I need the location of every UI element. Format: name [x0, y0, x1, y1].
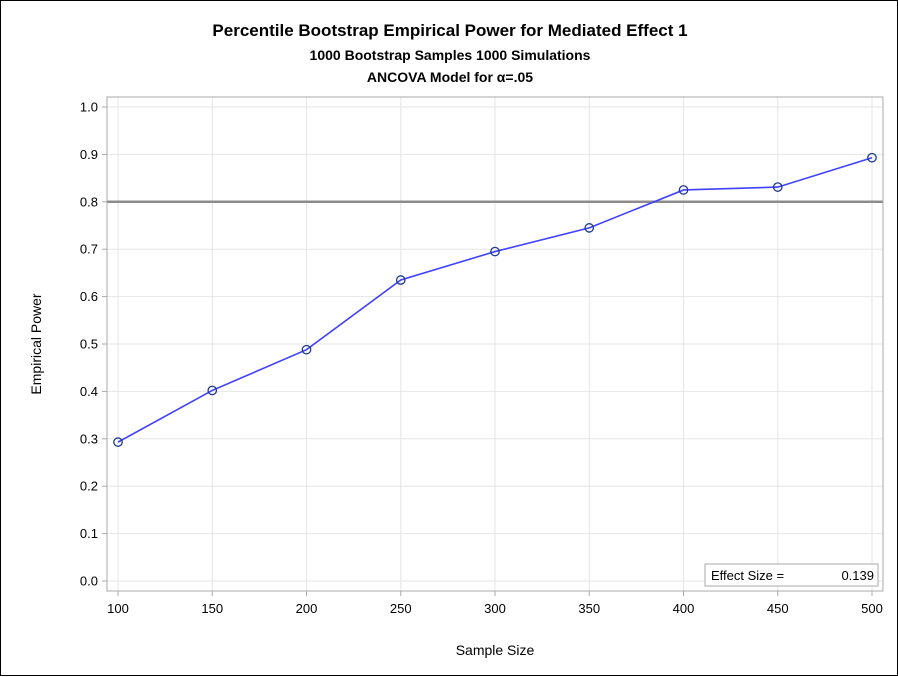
y-tick-label: 0.7	[80, 242, 98, 257]
y-tick-label: 1.0	[80, 100, 98, 115]
data-point	[301, 344, 312, 355]
y-tick-label: 0.5	[80, 337, 98, 352]
inset-value: 0.139	[841, 568, 874, 583]
y-tick-label: 0.1	[80, 526, 98, 541]
x-tick-label: 300	[484, 601, 506, 616]
x-axis-label: Sample Size	[456, 642, 535, 658]
y-tick-label: 0.6	[80, 289, 98, 304]
series-line	[117, 156, 873, 443]
data-point	[867, 152, 877, 163]
data-point	[678, 185, 689, 195]
chart-subtitle-1: 1000 Bootstrap Samples 1000 Simulations	[309, 47, 591, 63]
x-tick-label: 200	[296, 601, 318, 616]
y-tick-label: 0.8	[80, 194, 98, 209]
data-point	[113, 437, 123, 447]
chart-title: Percentile Bootstrap Empirical Power for…	[212, 21, 688, 40]
x-tick-label: 350	[578, 601, 600, 616]
y-axis-label: Empirical Power	[28, 293, 44, 394]
x-tick-label: 500	[861, 601, 883, 616]
y-tick-label: 0.2	[80, 479, 98, 494]
data-point	[395, 275, 406, 285]
data-point	[207, 385, 218, 396]
x-tick-label: 450	[767, 601, 789, 616]
data-point	[490, 246, 500, 257]
y-tick-label: 0.3	[80, 431, 98, 446]
x-tick-label: 150	[201, 601, 223, 616]
inset-label: Effect Size =	[711, 568, 784, 583]
x-tick-label: 400	[673, 601, 695, 616]
x-tick-label: 100	[107, 601, 129, 616]
axis-ticks: 100 150 200 250 300 350 400 450 500 0.0 0.1 0.2 0.3 0…	[80, 100, 883, 617]
y-tick-label: 0.0	[80, 574, 98, 589]
data-point	[772, 182, 783, 192]
effect-size-inset: Effect Size = 0.139	[704, 563, 879, 587]
chart-subtitle-2: ANCOVA Model for α=.05	[366, 69, 534, 85]
inset-border	[704, 563, 879, 587]
gridlines	[107, 97, 883, 591]
y-tick-label: 0.9	[80, 147, 98, 162]
data-series	[113, 152, 877, 447]
data-point	[584, 223, 595, 233]
x-tick-label: 250	[390, 601, 412, 616]
y-tick-label: 0.4	[80, 384, 98, 399]
